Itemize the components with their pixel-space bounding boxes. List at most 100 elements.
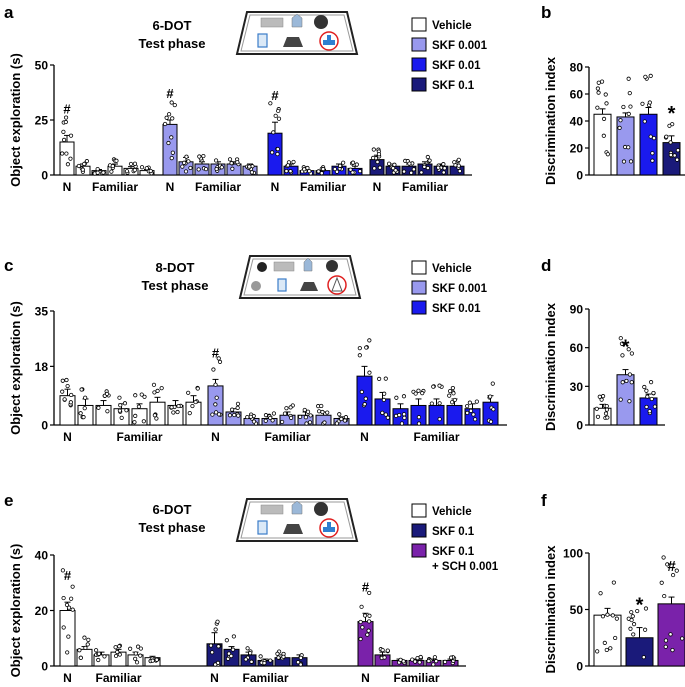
data-point xyxy=(216,644,221,649)
data-point xyxy=(249,170,255,175)
object-icon xyxy=(260,504,284,515)
data-point xyxy=(268,658,273,663)
data-point xyxy=(648,380,654,385)
six-object-arena-icon xyxy=(235,498,359,542)
data-point xyxy=(350,170,355,175)
legend-label: Vehicle xyxy=(432,20,472,32)
data-point xyxy=(276,655,281,660)
data-point xyxy=(663,644,668,649)
data-point xyxy=(441,162,446,167)
legend-label: SKF 0.1 xyxy=(432,526,475,538)
data-point xyxy=(643,606,649,611)
data-point xyxy=(467,400,472,405)
data-point xyxy=(215,619,220,624)
novel-object-circle xyxy=(319,518,339,538)
legend-label: SKF 0.1 xyxy=(432,80,475,92)
data-point xyxy=(113,653,119,659)
data-point xyxy=(229,161,234,166)
data-point xyxy=(118,403,123,408)
data-point xyxy=(350,160,356,165)
data-point xyxy=(626,347,631,352)
data-point xyxy=(60,151,65,156)
bar xyxy=(357,621,374,667)
data-point xyxy=(64,377,69,383)
data-point xyxy=(452,397,457,403)
six-object-arena-icon xyxy=(235,11,359,55)
data-point xyxy=(416,421,422,426)
data-point xyxy=(618,118,623,123)
data-point xyxy=(601,116,607,121)
data-point xyxy=(337,412,342,417)
legend-swatch xyxy=(411,77,427,92)
familiar-label: Familiar xyxy=(264,430,310,444)
familiar-label: Familiar xyxy=(300,180,346,194)
data-point xyxy=(598,591,603,596)
data-point xyxy=(364,345,369,350)
data-point xyxy=(665,562,670,567)
y-tick-label: 50 xyxy=(570,603,584,617)
data-point xyxy=(213,158,219,163)
data-point xyxy=(69,392,74,398)
data-point xyxy=(295,660,301,665)
panel-title: 6-DOT xyxy=(153,18,192,33)
data-point xyxy=(95,170,100,175)
data-point xyxy=(304,421,309,426)
data-point xyxy=(230,647,236,652)
legend-label: Vehicle xyxy=(432,263,472,275)
data-point xyxy=(248,414,253,419)
y-axis-label: Discrimination index xyxy=(543,545,558,674)
data-point xyxy=(271,411,277,416)
legend-label: SKF 0.01 xyxy=(432,60,481,72)
data-point xyxy=(109,169,114,174)
data-point xyxy=(117,652,122,657)
data-point xyxy=(247,164,252,169)
data-point xyxy=(86,637,91,642)
data-point xyxy=(319,171,324,176)
data-point xyxy=(363,396,368,401)
data-point xyxy=(187,410,192,416)
data-point xyxy=(78,411,83,416)
data-point xyxy=(128,161,134,167)
data-point xyxy=(307,420,313,425)
data-point xyxy=(61,137,67,142)
bar xyxy=(149,401,166,426)
data-point xyxy=(667,123,672,128)
data-point xyxy=(354,162,359,167)
object-icon xyxy=(257,262,267,272)
data-point xyxy=(124,169,130,174)
data-point xyxy=(645,394,650,399)
data-point xyxy=(66,605,72,610)
data-point xyxy=(128,646,133,651)
data-point xyxy=(124,408,129,413)
data-point xyxy=(110,163,115,169)
data-point xyxy=(431,662,436,667)
object-icon xyxy=(327,522,331,527)
data-point xyxy=(170,150,175,155)
data-point xyxy=(608,646,613,651)
data-point xyxy=(416,415,422,420)
data-point xyxy=(465,410,470,416)
data-point xyxy=(456,157,461,162)
data-point xyxy=(63,119,68,125)
data-point xyxy=(595,649,600,654)
data-point xyxy=(82,406,87,411)
data-point xyxy=(402,415,407,420)
legend-swatch xyxy=(411,260,427,275)
data-point xyxy=(133,413,138,418)
data-point xyxy=(325,410,330,415)
data-point xyxy=(627,399,632,404)
data-point xyxy=(357,353,362,358)
data-point xyxy=(262,660,267,666)
data-point xyxy=(413,391,418,396)
legend-label: Vehicle xyxy=(432,506,472,518)
data-point xyxy=(377,376,382,381)
y-tick-label: 0 xyxy=(576,419,583,433)
data-point xyxy=(619,341,625,346)
object-icon xyxy=(283,524,303,534)
data-point xyxy=(392,162,397,167)
legend-label: SKF 0.001 xyxy=(432,40,488,52)
bar xyxy=(162,123,178,176)
bar xyxy=(59,395,76,426)
data-point xyxy=(649,396,654,402)
data-point xyxy=(626,76,631,81)
